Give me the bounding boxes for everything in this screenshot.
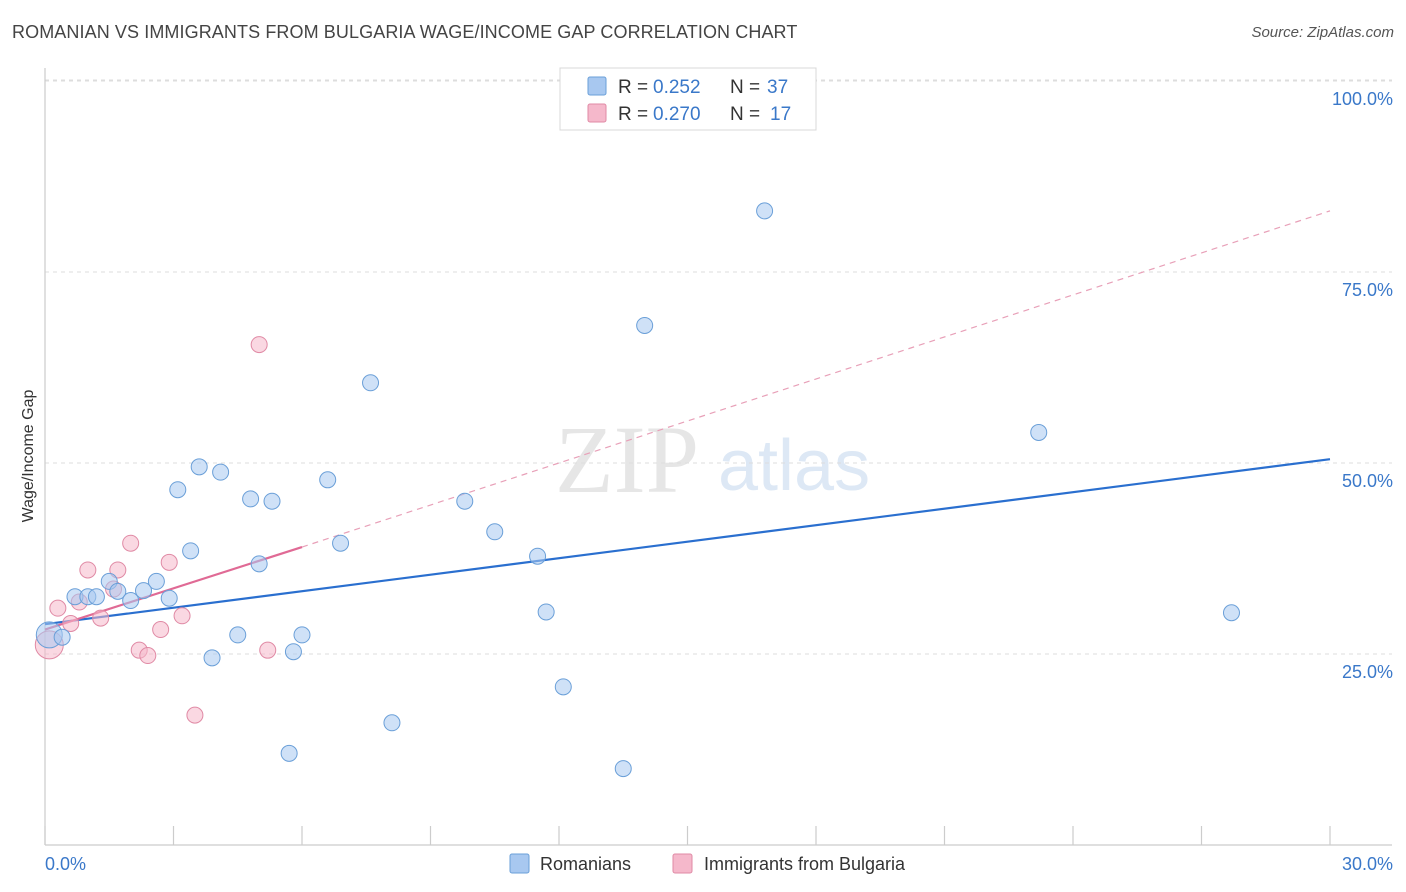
point-bulgaria bbox=[160, 553, 178, 571]
point-romanians bbox=[529, 547, 547, 565]
point-romanians bbox=[486, 523, 504, 541]
source-label: Source: ZipAtlas.com bbox=[1251, 24, 1394, 41]
legend-r-label-1: R = bbox=[618, 77, 648, 98]
y-tick-label: 50.0% bbox=[1342, 471, 1393, 491]
point-romanians bbox=[636, 316, 654, 334]
point-romanians bbox=[229, 626, 247, 644]
y-axis-label: Wage/Income Gap bbox=[20, 390, 37, 523]
point-romanians bbox=[293, 626, 311, 644]
point-romanians bbox=[135, 582, 153, 600]
legend-r-value-1: 0.252 bbox=[653, 77, 701, 98]
point-romanians bbox=[456, 492, 474, 510]
legend-n-label-1: N = bbox=[730, 77, 760, 98]
point-romanians bbox=[280, 744, 298, 762]
legend-box: R = 0.252 N = 37 R = 0.270 N = 17 bbox=[559, 67, 817, 131]
point-romanians bbox=[614, 760, 632, 778]
legend-r-label-2: R = bbox=[618, 104, 648, 125]
y-tick-label: 25.0% bbox=[1342, 662, 1393, 682]
y-tick-label: 100.0% bbox=[1332, 89, 1393, 109]
point-romanians bbox=[554, 678, 572, 696]
point-romanians bbox=[250, 555, 268, 573]
point-romanians bbox=[537, 603, 555, 621]
watermark-atlas: atlas bbox=[718, 426, 870, 506]
bottom-legend: Romanians Immigrants from Bulgaria bbox=[509, 853, 906, 874]
trend-line-romanians bbox=[44, 458, 1331, 626]
legend-n-value-1: 37 bbox=[767, 77, 788, 98]
point-bulgaria bbox=[259, 641, 277, 659]
y-tick-label: 75.0% bbox=[1342, 280, 1393, 300]
point-bulgaria bbox=[152, 621, 170, 639]
point-romanians bbox=[242, 490, 260, 508]
point-romanians bbox=[87, 588, 105, 606]
point-bulgaria bbox=[62, 614, 80, 632]
point-romanians bbox=[756, 202, 774, 220]
point-romanians bbox=[53, 628, 71, 646]
point-romanians bbox=[160, 589, 178, 607]
point-bulgaria bbox=[79, 561, 97, 579]
point-romanians bbox=[1030, 423, 1048, 441]
watermark-zip: ZIP bbox=[555, 406, 699, 513]
point-bulgaria bbox=[109, 561, 127, 579]
x-tick-label: 0.0% bbox=[45, 854, 86, 874]
bottom-legend-bulgaria: Immigrants from Bulgaria bbox=[704, 854, 906, 874]
legend-n-value-2: 17 bbox=[770, 104, 791, 125]
point-bulgaria bbox=[122, 534, 140, 552]
legend-r-value-2: 0.270 bbox=[653, 104, 701, 125]
point-romanians bbox=[383, 714, 401, 732]
chart-title: ROMANIAN VS IMMIGRANTS FROM BULGARIA WAG… bbox=[12, 22, 798, 42]
trend-line-bulgaria-extension bbox=[301, 210, 1331, 548]
axes bbox=[44, 68, 1392, 846]
bottom-legend-swatch-bulgaria bbox=[672, 853, 693, 874]
point-bulgaria bbox=[173, 607, 191, 625]
point-bulgaria bbox=[49, 599, 67, 617]
point-bulgaria bbox=[139, 647, 157, 665]
legend-swatch-romanians bbox=[587, 76, 607, 96]
point-romanians bbox=[109, 582, 127, 600]
tick-labels: 25.0% 50.0% 75.0% 100.0% 0.0% 30.0% bbox=[45, 89, 1393, 874]
point-romanians bbox=[147, 572, 165, 590]
legend-n-label-2: N = bbox=[730, 104, 760, 125]
x-tick-label: 30.0% bbox=[1342, 854, 1393, 874]
point-romanians bbox=[263, 492, 281, 510]
point-romanians bbox=[169, 481, 187, 499]
bottom-legend-romanians: Romanians bbox=[540, 854, 631, 874]
point-romanians bbox=[284, 643, 302, 661]
point-romanians bbox=[212, 463, 230, 481]
point-romanians bbox=[203, 649, 221, 667]
legend-swatch-bulgaria bbox=[587, 103, 607, 123]
point-romanians bbox=[1222, 604, 1240, 622]
data-points bbox=[34, 202, 1240, 778]
point-bulgaria bbox=[186, 706, 204, 724]
grid-lines bbox=[45, 79, 1392, 655]
bottom-legend-swatch-romanians bbox=[509, 853, 530, 874]
point-romanians bbox=[319, 471, 337, 489]
point-bulgaria bbox=[250, 336, 268, 354]
point-romanians bbox=[332, 534, 350, 552]
point-romanians bbox=[362, 374, 380, 392]
point-romanians bbox=[182, 542, 200, 560]
point-romanians bbox=[122, 592, 140, 610]
point-bulgaria bbox=[92, 609, 110, 627]
point-romanians bbox=[190, 458, 208, 476]
